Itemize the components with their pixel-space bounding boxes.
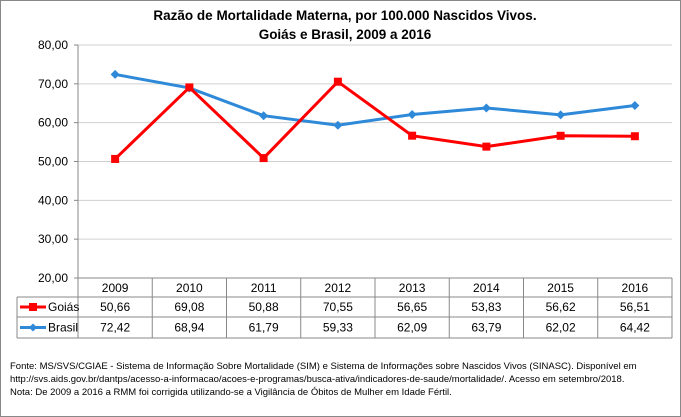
footer-note: Nota: De 2009 a 2016 a RMM foi corrigida… (10, 387, 452, 398)
data-point (556, 131, 565, 140)
data-table-value: 68,94 (174, 321, 204, 335)
x-category-label: 2010 (176, 281, 203, 295)
data-table-value: 56,51 (620, 300, 650, 314)
data-point (481, 103, 491, 113)
data-point (185, 83, 194, 92)
y-tick-label: 30,00 (38, 232, 68, 246)
x-category-label: 2016 (622, 281, 649, 295)
footer-url: http://svs.aids.gov.br/dantps/acesso-a-i… (10, 374, 624, 385)
data-point (407, 110, 417, 120)
footer-source: Fonte: MS/SVS/CGIAE - Sistema de Informa… (10, 361, 637, 372)
x-category-label: 2014 (473, 281, 500, 295)
series-line-brasil (114, 72, 636, 127)
data-point (408, 131, 417, 140)
legend-label: Goiás (48, 300, 79, 314)
x-category-label: 2013 (399, 281, 426, 295)
chart-subtitle: Goiás e Brasil, 2009 a 2016 (259, 27, 432, 42)
data-table-value: 56,62 (546, 300, 576, 314)
data-point (556, 110, 566, 120)
x-category-label: 2015 (547, 281, 574, 295)
data-table-value: 59,33 (323, 321, 353, 335)
data-point (333, 120, 343, 130)
data-table-value: 70,55 (323, 300, 353, 314)
series-line-goiás (114, 79, 635, 161)
data-table-value: 50,88 (249, 300, 279, 314)
data-table-value: 61,79 (249, 321, 279, 335)
data-table-value: 53,83 (471, 300, 501, 314)
x-category-label: 2011 (251, 281, 277, 295)
x-category-label: 2009 (102, 281, 129, 295)
data-table-value: 62,02 (546, 321, 576, 335)
data-point (110, 69, 120, 79)
data-point (259, 111, 269, 121)
legend-marker (29, 303, 37, 311)
data-table-value: 56,65 (397, 300, 427, 314)
data-point (259, 154, 268, 163)
data-point (111, 154, 120, 163)
data-point (630, 101, 640, 111)
legend-label: Brasil (48, 321, 78, 335)
x-category-label: 2012 (325, 281, 352, 295)
data-table-value: 63,79 (471, 321, 501, 335)
data-point (482, 142, 491, 151)
data-table-value: 72,42 (100, 321, 130, 335)
data-point (630, 132, 639, 141)
y-tick-label: 20,00 (38, 271, 68, 285)
chart-title: Razão de Mortalidade Materna, por 100.00… (153, 8, 536, 23)
y-tick-label: 80,00 (38, 38, 68, 52)
data-point (333, 77, 342, 86)
data-table-value: 62,09 (397, 321, 427, 335)
y-tick-label: 40,00 (38, 193, 68, 207)
y-tick-label: 50,00 (38, 155, 68, 169)
data-table-value: 69,08 (174, 300, 204, 314)
y-tick-label: 70,00 (38, 77, 68, 91)
data-table-value: 50,66 (100, 300, 130, 314)
data-table-value: 64,42 (620, 321, 650, 335)
legend-marker (29, 323, 37, 332)
y-tick-label: 60,00 (38, 116, 68, 130)
